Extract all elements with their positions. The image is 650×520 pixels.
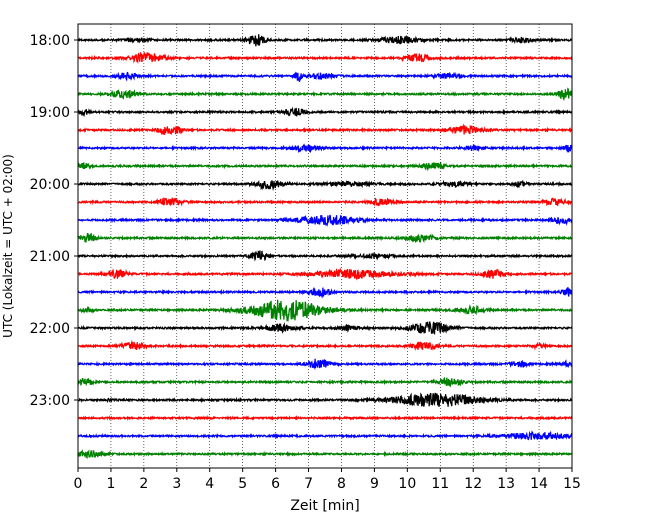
x-tick-label: 9 bbox=[370, 476, 379, 492]
trace-line bbox=[77, 430, 573, 441]
x-axis-label: Zeit [min] bbox=[290, 498, 359, 514]
trace-line bbox=[77, 376, 573, 388]
x-tick-label: 12 bbox=[464, 476, 482, 492]
y-tick-label: 20:00 bbox=[30, 177, 70, 193]
trace-line bbox=[77, 87, 573, 102]
x-tick-label: 4 bbox=[205, 476, 214, 492]
y-tick-label: 21:00 bbox=[30, 249, 70, 265]
trace-line bbox=[77, 34, 573, 47]
x-axis-ticks: 0 1 2 3 4 5 6 7 8 9 10 11 12 13 14 15 bbox=[74, 468, 581, 492]
x-tick-label: 5 bbox=[238, 476, 247, 492]
trace-line bbox=[77, 161, 573, 172]
trace-line bbox=[77, 299, 573, 322]
y-tick-label: 19:00 bbox=[30, 105, 70, 121]
y-tick-label: 23:00 bbox=[30, 393, 70, 409]
x-tick-label: 8 bbox=[337, 476, 346, 492]
trace-line bbox=[77, 214, 573, 227]
trace-line bbox=[77, 71, 573, 83]
trace-line bbox=[77, 250, 573, 262]
trace-line bbox=[77, 232, 573, 244]
y-axis-ticks: 18:00 19:00 20:00 21:00 22:00 23:00 bbox=[30, 33, 78, 409]
y-tick-label: 18:00 bbox=[30, 33, 70, 49]
trace-line bbox=[77, 414, 573, 422]
trace-line bbox=[77, 339, 573, 351]
trace-line bbox=[77, 287, 573, 299]
trace-line bbox=[77, 321, 573, 335]
trace-line bbox=[77, 123, 573, 136]
trace-line bbox=[77, 197, 573, 207]
x-tick-label: 0 bbox=[74, 476, 83, 492]
x-tick-label: 10 bbox=[398, 476, 416, 492]
trace-line bbox=[77, 51, 573, 64]
plot-frame bbox=[77, 23, 573, 469]
trace-group bbox=[77, 34, 573, 460]
x-tick-label: 3 bbox=[172, 476, 181, 492]
x-tick-label: 2 bbox=[139, 476, 148, 492]
y-axis-label: UTC (Lokalzeit = UTC + 02:00) bbox=[1, 154, 15, 338]
y-tick-label: 22:00 bbox=[30, 321, 70, 337]
x-tick-label: 7 bbox=[304, 476, 313, 492]
plot-background bbox=[78, 24, 572, 468]
x-tick-label: 15 bbox=[563, 476, 581, 492]
x-tick-label: 11 bbox=[431, 476, 449, 492]
trace-line bbox=[77, 106, 573, 118]
trace-line bbox=[77, 143, 573, 154]
trace-line bbox=[77, 267, 573, 281]
x-tick-label: 1 bbox=[106, 476, 115, 492]
x-tick-label: 14 bbox=[530, 476, 548, 492]
trace-line bbox=[77, 358, 573, 371]
trace-line bbox=[77, 392, 573, 407]
x-tick-label: 6 bbox=[271, 476, 280, 492]
x-tick-label: 13 bbox=[497, 476, 515, 492]
trace-line bbox=[77, 448, 573, 460]
trace-line bbox=[77, 179, 573, 192]
